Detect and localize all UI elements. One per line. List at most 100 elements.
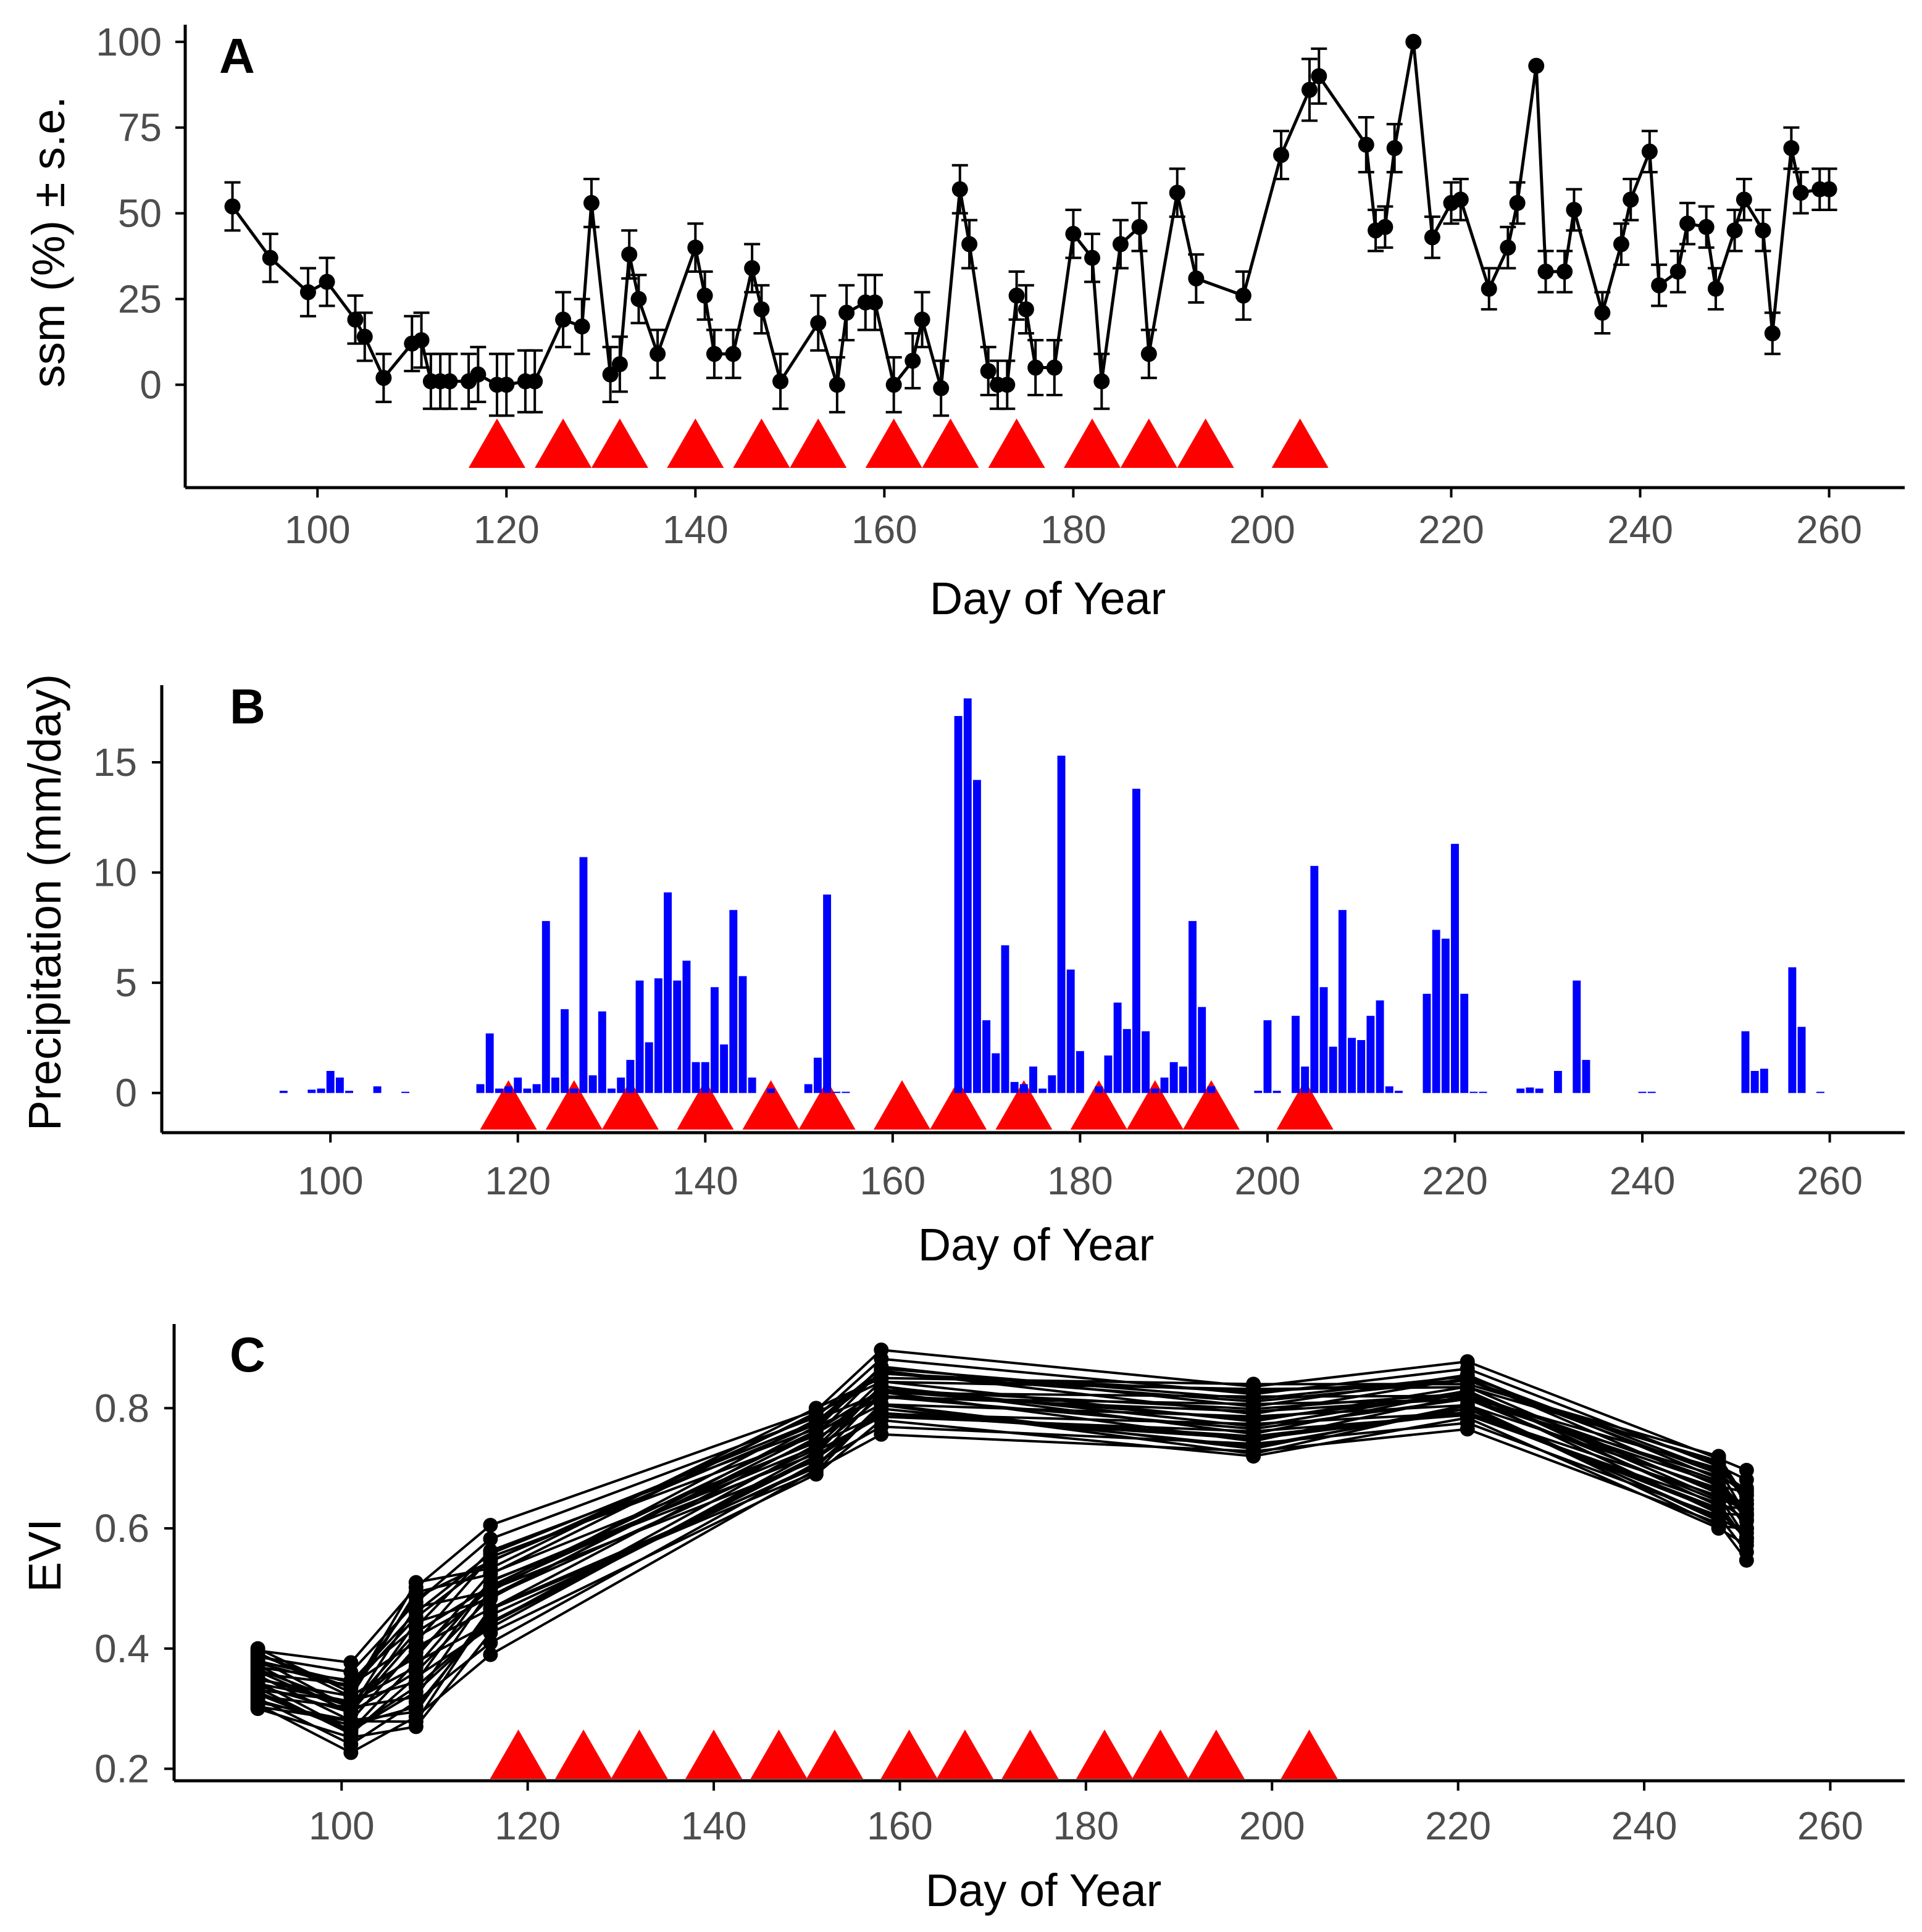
panel-b-bar — [1029, 1066, 1037, 1093]
panel-a-data-point — [602, 366, 619, 383]
panel-c-plot-area: 100 120 140 160 180 200 220 240 260 0.2 0.4 0.6 0.8 — [94, 1324, 1905, 1848]
panel-b-bar — [804, 1084, 813, 1093]
panel-a-event-marker — [591, 418, 648, 468]
panel-a-data-point — [1726, 222, 1743, 239]
panel-b-bar — [1638, 1091, 1647, 1093]
panel-a-data-point — [621, 246, 638, 263]
panel-b-bar — [1272, 1091, 1281, 1093]
panel-b-x-tick-label: 240 — [1610, 1159, 1676, 1203]
panel-b-bar — [1189, 921, 1197, 1093]
panel-c-x-tick-label: 260 — [1797, 1804, 1863, 1848]
panel-c-series-line — [257, 1389, 1748, 1708]
panel-b-bar — [1385, 1086, 1393, 1093]
panel-a-data-point — [1235, 287, 1251, 304]
panel-c-data-point — [1739, 1509, 1754, 1524]
panel-c-data-point — [1711, 1449, 1726, 1464]
panel-a-data-point — [1358, 136, 1374, 153]
panel-a-data-point — [1169, 185, 1185, 201]
panel-a-event-marker — [535, 418, 592, 468]
panel-c-series-line — [257, 1411, 1748, 1733]
panel-c-data-point — [1739, 1462, 1754, 1478]
panel-a-data-point — [829, 377, 845, 393]
panel-b-bar — [1797, 1026, 1806, 1093]
panel-a-x-tick-label: 180 — [1040, 507, 1106, 552]
panel-a-data-point — [885, 377, 902, 393]
panel-b-event-marker — [742, 1080, 800, 1130]
panel-a-data-point — [1140, 346, 1157, 362]
panel-b-bar — [551, 1077, 559, 1093]
panel-c-data-point — [343, 1701, 359, 1716]
panel-a-data-point — [1594, 304, 1611, 321]
panel-b-y-axis-title: Precipitation (mm/day) — [19, 674, 70, 1131]
panel-a-data-point — [867, 294, 884, 310]
panel-b-bar — [1207, 1086, 1216, 1093]
panel-b-bar — [541, 921, 550, 1093]
panel-a-data-point — [262, 249, 278, 266]
panel-b-bar — [1750, 1071, 1759, 1093]
panel-c-data-point — [1739, 1493, 1754, 1508]
panel-a-data-point — [1481, 280, 1497, 297]
panel-b-event-marker — [930, 1080, 987, 1130]
panel-a-data-point — [527, 373, 543, 389]
panel-c-y-tick-label: 0.4 — [94, 1626, 149, 1671]
panel-c-series-line — [257, 1395, 1747, 1714]
panel-a-data-point — [753, 301, 770, 318]
panel-a-data-point — [650, 346, 666, 362]
panel-b-bar — [532, 1084, 541, 1093]
panel-b-bar — [279, 1091, 288, 1093]
panel-b-bar — [523, 1088, 532, 1093]
panel-b-bar — [701, 1062, 709, 1093]
panel-b-x-tick-label: 260 — [1797, 1159, 1863, 1203]
panel-c-x-tick-label: 180 — [1053, 1804, 1119, 1848]
panel-b-event-marker — [874, 1080, 931, 1130]
panel-a-data-point — [1273, 147, 1290, 164]
panel-c-series-line — [257, 1411, 1748, 1733]
panel-a-data-point — [470, 366, 487, 383]
panel-b-x-tick-label: 180 — [1047, 1159, 1113, 1203]
panel-a-x-tick-label: 160 — [851, 507, 917, 552]
panel-b-bar — [982, 1020, 991, 1093]
panel-b-bar — [992, 1053, 1000, 1093]
panel-b-bar — [1741, 1031, 1750, 1093]
panel-b-bar — [485, 1033, 494, 1093]
panel-a-y-tick-label: 100 — [96, 20, 162, 64]
panel-b-bar — [1329, 1046, 1337, 1093]
panel-c-x-tick-label: 100 — [309, 1804, 375, 1848]
panel-a-event-marker — [1177, 418, 1234, 468]
panel-c-series-line — [257, 1380, 1748, 1699]
panel-b-bar — [813, 1057, 822, 1093]
panel-b-bar — [1198, 1007, 1206, 1093]
panel-a-data-point — [347, 311, 364, 328]
panel-a-data-point — [1792, 185, 1809, 201]
panel-b-event-marker — [995, 1080, 1053, 1130]
panel-c-data-point — [483, 1531, 498, 1547]
panel-b-bar — [748, 1077, 756, 1093]
panel-c-y-tick-label: 0.6 — [94, 1506, 149, 1551]
panel-a-data-point — [1424, 229, 1440, 246]
panel-b-bar — [1310, 865, 1319, 1093]
panel-b-bar — [1451, 844, 1459, 1093]
panel-a-event-marker — [1271, 418, 1329, 468]
panel-a-data-point — [224, 198, 241, 215]
panel-c-data-point — [874, 1370, 889, 1386]
panel-a-data-point — [1405, 33, 1422, 50]
panel-b-y-tick-label: 15 — [93, 740, 137, 785]
panel-c-data-point — [343, 1655, 359, 1670]
panel-a-data-point — [1008, 287, 1025, 304]
panel-a-data-point — [611, 356, 628, 372]
panel-a-data-point — [1377, 219, 1393, 235]
panel-a-data-point — [1783, 140, 1800, 156]
panel-b-bar — [514, 1077, 522, 1093]
panel-a-data-point — [1509, 194, 1526, 211]
panel-a-data-point — [630, 291, 647, 307]
panel-a-data-point — [375, 370, 392, 386]
panel-a-data-point — [1613, 236, 1629, 252]
panel-a-data-point — [1623, 191, 1639, 208]
panel-c-x-tick-label: 160 — [867, 1804, 933, 1848]
panel-c-x-tick-label: 200 — [1239, 1804, 1305, 1848]
panel-b-bar — [682, 960, 691, 1093]
panel-b-bar — [1319, 987, 1328, 1093]
panel-a-data-point — [1084, 249, 1101, 266]
panel-a-x-tick-label: 100 — [285, 507, 351, 552]
panel-c-event-marker — [880, 1730, 938, 1779]
